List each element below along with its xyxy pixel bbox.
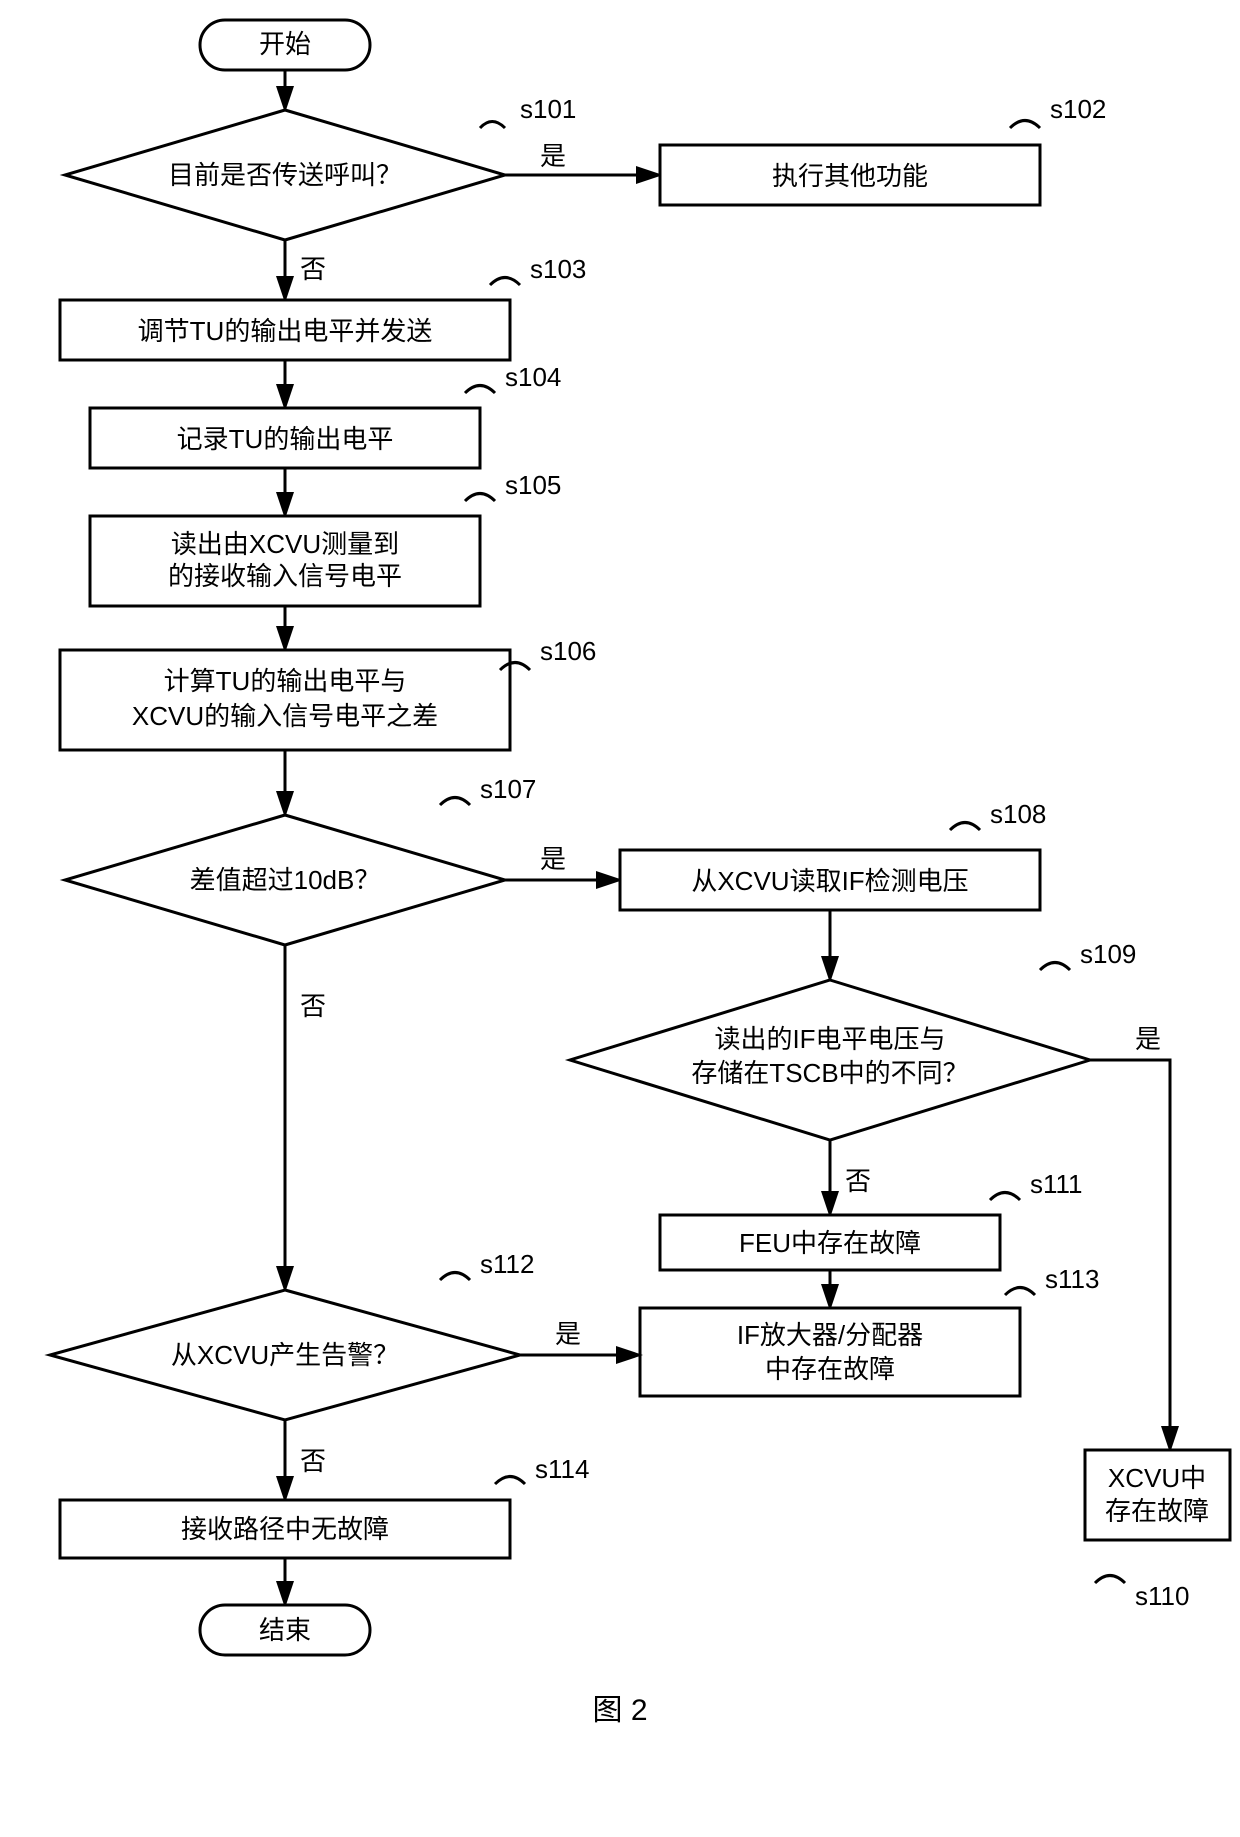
s102-label: 执行其他功能	[772, 161, 928, 191]
s103-tag-curl	[490, 278, 520, 286]
s105-label-1: 读出由XCVU测量到	[171, 529, 399, 559]
edge-s109-s110	[1090, 1060, 1170, 1450]
s107-label: 差值超过10dB？	[190, 865, 381, 895]
s105-tag-curl	[465, 494, 495, 502]
s110-tag-curl	[1095, 1576, 1125, 1584]
s112-tag: s112	[480, 1249, 534, 1279]
node-end: 结束	[200, 1605, 370, 1655]
s106-label-2: XCVU的输入信号电平之差	[132, 701, 438, 731]
s109-label-2: 存储在TSCB中的不同？	[691, 1058, 968, 1088]
node-s107: 差值超过10dB？ s107	[65, 774, 536, 945]
s110-label-1: XCVU中	[1108, 1463, 1206, 1493]
s101-tag: s101	[520, 94, 576, 124]
s101-label: 目前是否传送呼叫？	[168, 160, 402, 190]
node-s112: 从XCVU产生告警？ s112	[50, 1249, 534, 1420]
s112-label: 从XCVU产生告警？	[171, 1340, 399, 1370]
edge-s107-no-label: 否	[300, 991, 326, 1021]
s101-tag-curl	[480, 122, 505, 129]
s109-tag-curl	[1040, 963, 1070, 971]
s106-tag: s106	[540, 636, 596, 666]
node-s101: 目前是否传送呼叫？ s101	[65, 94, 576, 240]
s107-tag-curl	[440, 798, 470, 806]
node-s111: FEU中存在故障 s111	[660, 1169, 1083, 1270]
s103-tag: s103	[530, 254, 586, 284]
s109-label-1: 读出的IF电平电压与	[714, 1024, 945, 1054]
node-s106: 计算TU的输出电平与 XCVU的输入信号电平之差 s106	[60, 636, 596, 750]
node-s102: 执行其他功能 s102	[660, 94, 1106, 205]
edge-s107-yes-label: 是	[540, 844, 566, 874]
s111-tag-curl	[990, 1193, 1020, 1201]
end-label: 结束	[259, 1615, 311, 1645]
s111-label: FEU中存在故障	[739, 1228, 921, 1258]
edge-s112-yes-label: 是	[555, 1319, 581, 1349]
s109-tag: s109	[1080, 939, 1136, 969]
s102-tag: s102	[1050, 94, 1106, 124]
s107-tag: s107	[480, 774, 536, 804]
s114-tag: s114	[535, 1454, 589, 1484]
s113-label-2: 中存在故障	[765, 1354, 895, 1384]
node-s108: 从XCVU读取IF检测电压 s108	[620, 799, 1046, 910]
figure-caption: 图 2	[592, 1694, 647, 1727]
edge-s101-no-label: 否	[300, 254, 326, 284]
node-s113: IF放大器/分配器 中存在故障 s113	[640, 1264, 1099, 1396]
s114-tag-curl	[495, 1477, 525, 1485]
s108-tag-curl	[950, 823, 980, 831]
node-s104: 记录TU的输出电平 s104	[90, 362, 561, 468]
node-s110: XCVU中 存在故障 s110	[1085, 1450, 1230, 1611]
start-label: 开始	[259, 29, 311, 59]
edge-s101-yes-label: 是	[540, 141, 566, 171]
s113-label-1: IF放大器/分配器	[737, 1320, 923, 1350]
s104-label: 记录TU的输出电平	[177, 424, 394, 454]
node-start: 开始	[200, 20, 370, 70]
node-s109: 读出的IF电平电压与 存储在TSCB中的不同？ s109	[570, 939, 1136, 1140]
s103-label: 调节TU的输出电平并发送	[138, 316, 433, 346]
s102-tag-curl	[1010, 121, 1040, 129]
s104-tag: s104	[505, 362, 561, 392]
s108-tag: s108	[990, 799, 1046, 829]
edge-s112-no-label: 否	[300, 1446, 326, 1476]
node-s105: 读出由XCVU测量到 的接收输入信号电平 s105	[90, 470, 561, 606]
edge-s109-no-label: 否	[845, 1166, 871, 1196]
s113-tag-curl	[1005, 1288, 1035, 1296]
s111-tag: s111	[1030, 1169, 1083, 1199]
s105-tag: s105	[505, 470, 561, 500]
s114-label: 接收路径中无故障	[181, 1514, 389, 1544]
s110-tag: s110	[1135, 1581, 1189, 1611]
s110-label-2: 存在故障	[1105, 1496, 1209, 1526]
edge-s109-yes-label: 是	[1135, 1024, 1161, 1054]
s108-label: 从XCVU读取IF检测电压	[691, 866, 968, 896]
s112-tag-curl	[440, 1273, 470, 1281]
s105-label-2: 的接收输入信号电平	[168, 561, 402, 591]
s106-label-1: 计算TU的输出电平与	[164, 666, 407, 696]
s113-tag: s113	[1045, 1264, 1099, 1294]
s104-tag-curl	[465, 386, 495, 394]
